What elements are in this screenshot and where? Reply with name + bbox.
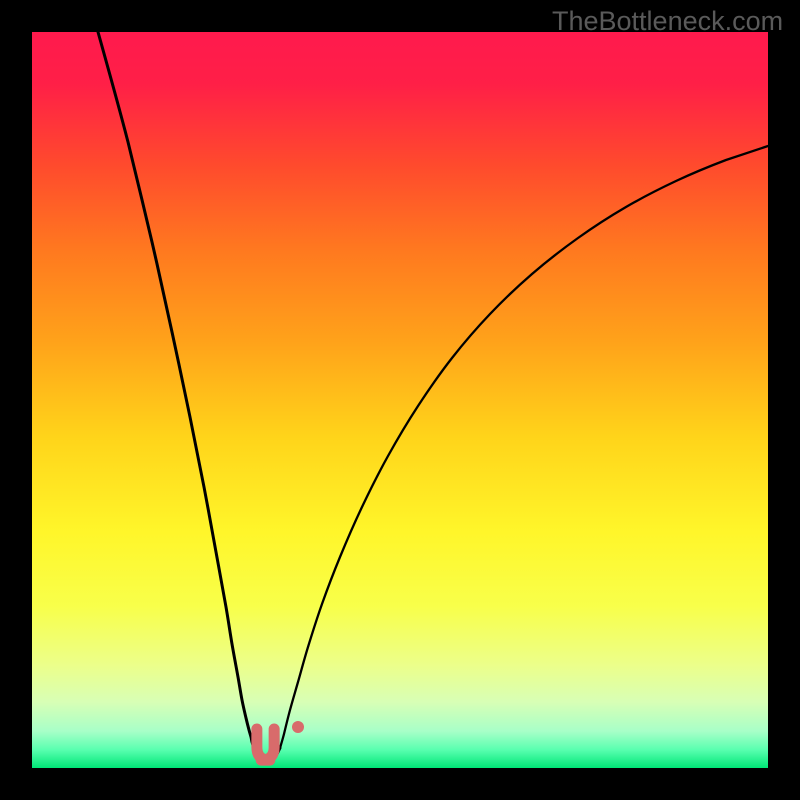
stage: TheBottleneck.com bbox=[0, 0, 800, 800]
highlight-pill bbox=[257, 729, 274, 760]
highlight-dot bbox=[292, 721, 304, 733]
watermark-text: TheBottleneck.com bbox=[552, 6, 783, 37]
plot-area bbox=[32, 32, 768, 768]
right-curve bbox=[280, 146, 768, 748]
curves-layer bbox=[32, 32, 768, 768]
left-curve bbox=[98, 32, 254, 747]
